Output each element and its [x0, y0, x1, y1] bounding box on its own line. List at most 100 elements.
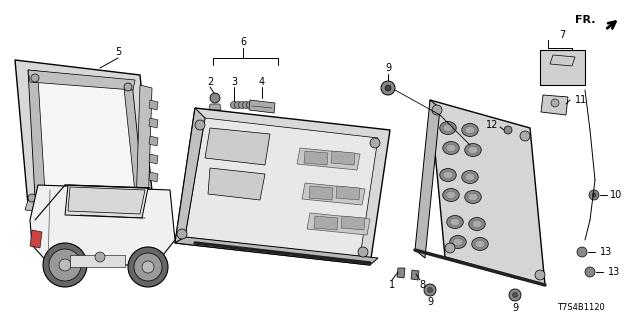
Circle shape — [592, 193, 596, 197]
Circle shape — [234, 101, 241, 108]
Circle shape — [424, 284, 436, 296]
Ellipse shape — [450, 218, 460, 226]
Polygon shape — [136, 85, 152, 210]
Ellipse shape — [468, 218, 485, 230]
Circle shape — [95, 252, 105, 262]
Bar — [540, 50, 585, 85]
Text: 5: 5 — [115, 47, 121, 57]
Polygon shape — [149, 118, 158, 128]
Polygon shape — [397, 268, 405, 278]
Text: 9: 9 — [385, 63, 391, 73]
Text: 9: 9 — [427, 297, 433, 307]
Ellipse shape — [440, 169, 456, 181]
Circle shape — [385, 85, 391, 91]
Text: 7: 7 — [559, 30, 565, 40]
Text: 9: 9 — [512, 303, 518, 313]
Circle shape — [243, 101, 250, 108]
Circle shape — [520, 131, 530, 141]
Polygon shape — [550, 55, 575, 66]
Ellipse shape — [447, 215, 463, 228]
Polygon shape — [28, 70, 145, 210]
Polygon shape — [185, 118, 378, 257]
Text: 6: 6 — [240, 37, 246, 47]
Text: 13: 13 — [608, 267, 620, 277]
Circle shape — [43, 243, 87, 287]
Polygon shape — [208, 168, 265, 200]
Ellipse shape — [440, 122, 456, 134]
Polygon shape — [209, 104, 221, 110]
Circle shape — [535, 270, 545, 280]
Ellipse shape — [468, 146, 478, 154]
Polygon shape — [314, 216, 338, 230]
Ellipse shape — [461, 171, 478, 183]
Polygon shape — [38, 78, 136, 202]
Bar — [70, 255, 125, 267]
Circle shape — [31, 74, 39, 82]
Circle shape — [551, 99, 559, 107]
Circle shape — [504, 126, 512, 134]
Ellipse shape — [465, 126, 475, 134]
Text: FR.: FR. — [575, 15, 596, 25]
Polygon shape — [65, 185, 148, 218]
Polygon shape — [415, 250, 545, 285]
Polygon shape — [149, 154, 158, 164]
Polygon shape — [28, 70, 135, 90]
Polygon shape — [307, 213, 370, 235]
Ellipse shape — [446, 144, 456, 152]
Text: 2: 2 — [207, 77, 213, 87]
Polygon shape — [304, 151, 328, 165]
Polygon shape — [302, 183, 365, 205]
Text: 12: 12 — [486, 120, 498, 130]
Polygon shape — [175, 237, 378, 265]
Polygon shape — [309, 186, 333, 200]
Circle shape — [49, 249, 81, 281]
Circle shape — [177, 229, 187, 239]
Polygon shape — [149, 136, 158, 146]
Polygon shape — [205, 128, 270, 165]
Circle shape — [445, 243, 455, 253]
Ellipse shape — [443, 141, 460, 155]
Ellipse shape — [446, 191, 456, 199]
Circle shape — [59, 259, 71, 271]
Text: 3: 3 — [231, 77, 237, 87]
Polygon shape — [30, 185, 175, 265]
Circle shape — [432, 105, 442, 115]
Text: 1: 1 — [389, 280, 395, 290]
Polygon shape — [411, 270, 419, 280]
Polygon shape — [249, 100, 275, 113]
Polygon shape — [175, 108, 390, 265]
Polygon shape — [541, 95, 568, 115]
Polygon shape — [175, 108, 205, 243]
Circle shape — [28, 194, 36, 202]
Circle shape — [124, 83, 132, 91]
Ellipse shape — [453, 238, 463, 246]
Polygon shape — [15, 60, 155, 220]
Circle shape — [577, 247, 587, 257]
Ellipse shape — [465, 143, 481, 156]
Circle shape — [585, 267, 595, 277]
Circle shape — [246, 101, 253, 108]
Text: 4: 4 — [259, 77, 265, 87]
Polygon shape — [341, 216, 365, 230]
Circle shape — [134, 253, 162, 281]
Circle shape — [230, 101, 237, 108]
Circle shape — [358, 247, 368, 257]
Ellipse shape — [465, 190, 481, 204]
Ellipse shape — [461, 124, 478, 137]
Ellipse shape — [468, 193, 478, 201]
Ellipse shape — [472, 220, 482, 228]
Circle shape — [142, 261, 154, 273]
Circle shape — [513, 292, 518, 298]
Circle shape — [239, 101, 246, 108]
Text: 10: 10 — [610, 190, 622, 200]
Text: 8: 8 — [419, 280, 425, 290]
Polygon shape — [149, 100, 158, 110]
Circle shape — [381, 81, 395, 95]
Polygon shape — [25, 200, 148, 218]
Circle shape — [139, 201, 147, 209]
Circle shape — [589, 190, 599, 200]
Text: T7S4B1120: T7S4B1120 — [557, 303, 605, 313]
Polygon shape — [336, 186, 360, 200]
Polygon shape — [430, 100, 545, 285]
Text: 11: 11 — [575, 95, 588, 105]
